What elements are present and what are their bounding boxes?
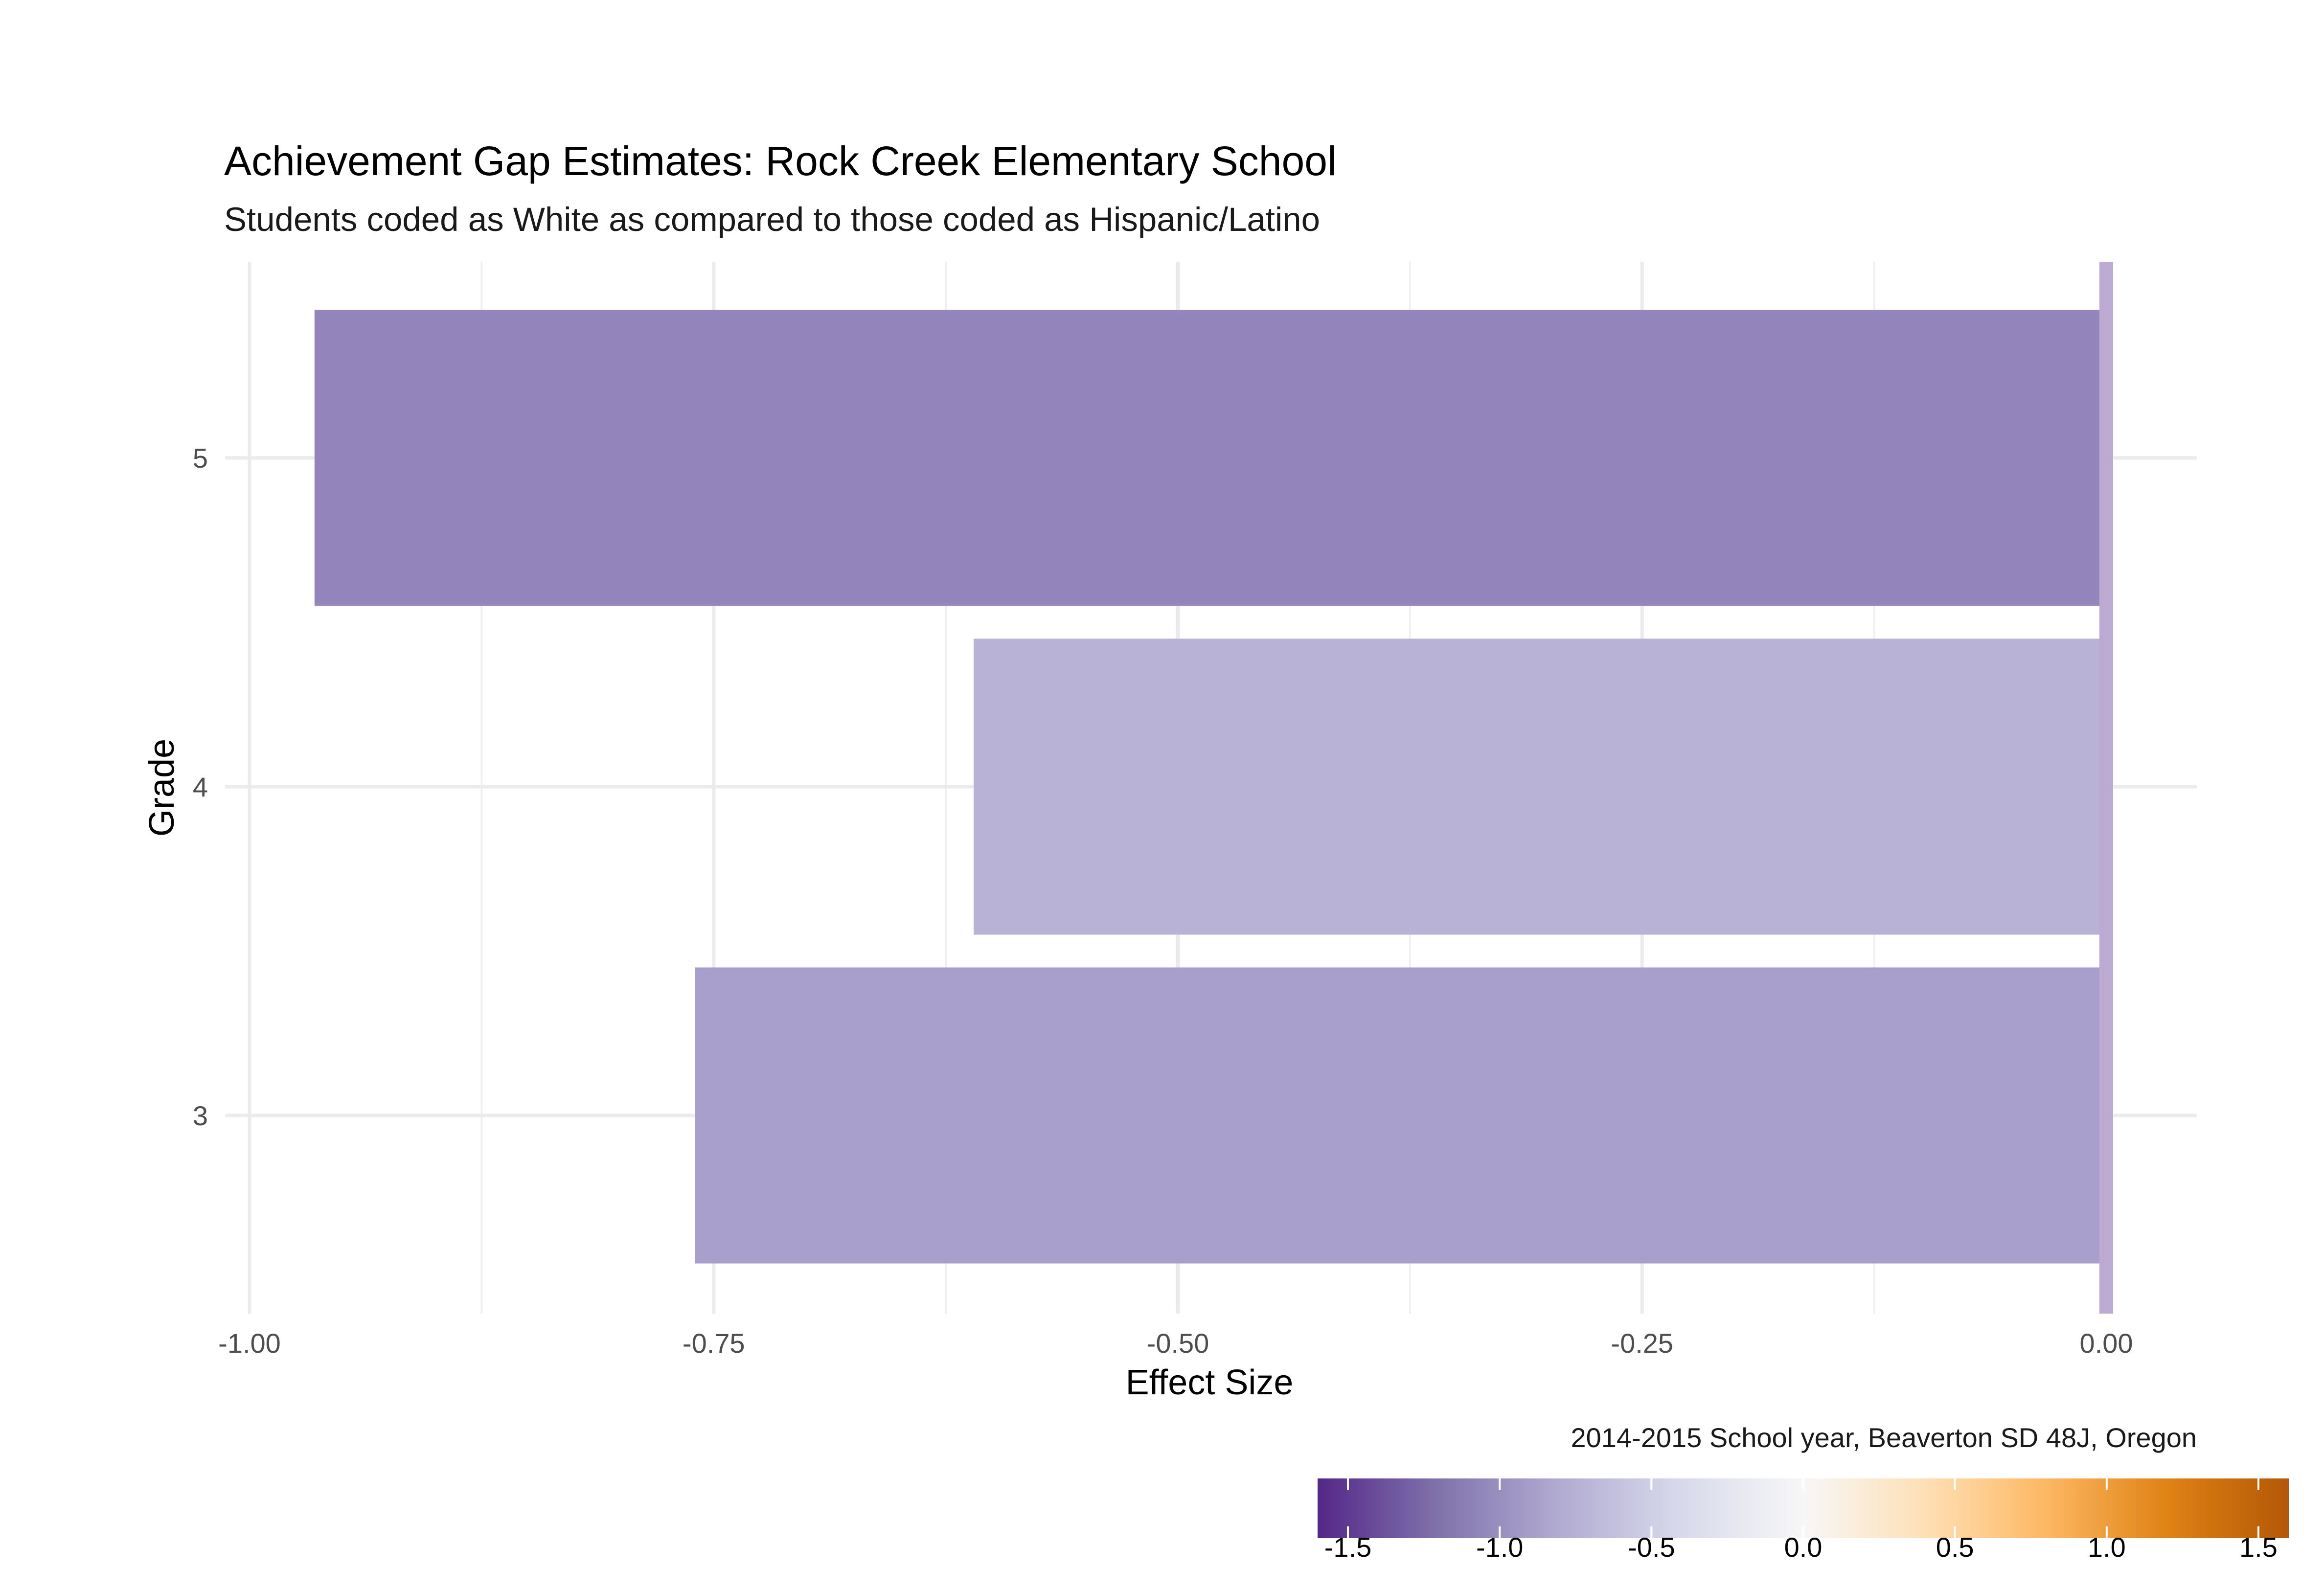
bar-grade-4 <box>974 638 2106 935</box>
colorbar-tick-label: -0.5 <box>1628 1532 1675 1563</box>
y-tick-label: 4 <box>193 772 208 802</box>
bars <box>314 262 2113 1314</box>
chart-subtitle: Students coded as White as compared to t… <box>224 201 1320 238</box>
colorbar-tick-label: 0.5 <box>1936 1532 1974 1563</box>
colorbar-tick-label: 1.0 <box>2088 1532 2126 1563</box>
x-tick-label: -0.75 <box>683 1328 745 1359</box>
x-tick-label: -0.50 <box>1147 1328 1209 1359</box>
colorbar-tick-label: -1.5 <box>1324 1532 1372 1563</box>
y-axis-title: Grade <box>142 739 182 837</box>
chart-caption: 2014-2015 School year, Beaverton SD 48J,… <box>1571 1422 2197 1453</box>
bar-grade-5 <box>314 310 2107 606</box>
x-tick-label: -0.25 <box>1611 1328 1673 1359</box>
colorbar-tick-label: 0.0 <box>1784 1532 1823 1563</box>
y-tick-label: 5 <box>193 443 208 474</box>
colorbar-tick-label: -1.0 <box>1476 1532 1524 1563</box>
x-axis-title: Effect Size <box>1126 1363 1294 1402</box>
x-tick-label: 0.00 <box>2080 1328 2133 1359</box>
x-tick-label: -1.00 <box>218 1328 281 1359</box>
axes: -1.00 -0.75 -0.50 -0.25 0.00 3 4 5 <box>193 443 2133 1359</box>
colorbar-legend: -1.5 -1.0 -0.5 0.0 0.5 1.0 1.5 <box>1318 1478 2289 1563</box>
y-tick-label: 3 <box>193 1100 208 1131</box>
chart-title: Achievement Gap Estimates: Rock Creek El… <box>224 138 1337 184</box>
colorbar-tick-label: 1.5 <box>2239 1532 2278 1563</box>
bar-grade-3 <box>695 967 2106 1264</box>
